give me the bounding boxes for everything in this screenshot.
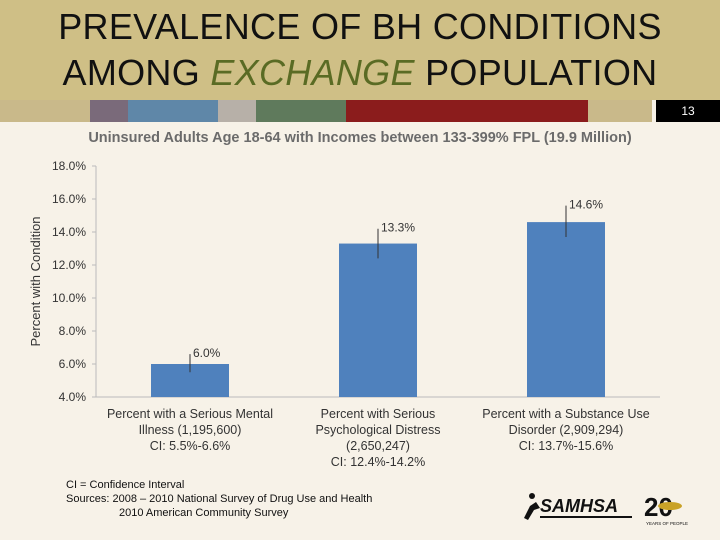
stripe-segment — [218, 100, 256, 122]
y-tick-label: 12.0% — [52, 258, 86, 272]
stripe-segment — [256, 100, 346, 122]
slide-header: PREVALENCE OF BH CONDITIONS AMONG EXCHAN… — [0, 0, 720, 100]
category-label-line: Psychological Distress — [315, 423, 440, 437]
y-tick-label: 10.0% — [52, 291, 86, 305]
stripe-segment — [90, 100, 128, 122]
slide-title-line2: AMONG EXCHANGE POPULATION — [0, 50, 720, 96]
footnote-ci: CI = Confidence Interval — [66, 479, 185, 491]
data-label: 14.6% — [569, 198, 603, 212]
category-label-line: Illness (1,195,600) — [139, 423, 242, 437]
footnote: CI = Confidence Interval Sources: 2008 –… — [66, 478, 372, 520]
category-label-line: CI: 13.7%-15.6% — [519, 439, 614, 453]
page-number: 13 — [656, 100, 720, 122]
slide-title-line1: PREVALENCE OF BH CONDITIONS — [58, 6, 662, 47]
chart-title: Uninsured Adults Age 18-64 with Incomes … — [88, 130, 632, 146]
bar — [527, 222, 605, 397]
category-label-line: Disorder (2,909,294) — [509, 423, 624, 437]
title-part-emphasis: EXCHANGE — [210, 52, 415, 93]
data-label: 6.0% — [193, 346, 221, 360]
y-axis-label: Percent with Condition — [28, 216, 43, 346]
y-tick-label: 14.0% — [52, 225, 86, 239]
category-label-line: (2,650,247) — [346, 439, 410, 453]
running-figure-icon — [524, 493, 540, 520]
stripe-segment — [0, 100, 90, 122]
y-tick-label: 18.0% — [52, 159, 86, 173]
stripe-segment — [588, 100, 652, 122]
logo-tagline: YEARS OF PEOPLE — [646, 521, 688, 526]
slide-title: PREVALENCE OF BH CONDITIONS AMONG EXCHAN… — [0, 4, 720, 96]
category-label-line: Percent with a Serious Mental — [107, 407, 273, 421]
y-tick-label: 16.0% — [52, 192, 86, 206]
category-label-line: Percent with Serious — [321, 407, 436, 421]
category-label-line: Percent with a Substance Use — [482, 407, 649, 421]
logo-text: SAMHSA — [540, 496, 618, 516]
category-label-line: CI: 5.5%-6.6% — [150, 439, 231, 453]
title-part-a: AMONG — [62, 52, 211, 93]
bar — [339, 243, 417, 397]
title-part-c: POPULATION — [414, 52, 658, 93]
category-label: Percent with Serious Psychological Distre… — [315, 407, 440, 469]
footnote-sources: Sources: 2008 – 2010 National Survey of … — [66, 493, 373, 505]
category-label: Percent with a Serious Mental Illness (1,… — [107, 407, 273, 453]
footnote-sources-2: 2010 American Community Survey — [119, 507, 289, 519]
stripe-segment — [346, 100, 588, 122]
y-tick-label: 4.0% — [59, 390, 87, 404]
category-label: Percent with a Substance Use Disorder (2,… — [482, 407, 649, 453]
samhsa-logo: SAMHSA 20 YEARS OF PEOPLE — [524, 492, 688, 526]
y-tick-label: 6.0% — [59, 357, 87, 371]
y-tick-label: 8.0% — [59, 324, 87, 338]
stripe-segment — [128, 100, 218, 122]
data-label: 13.3% — [381, 221, 415, 235]
category-label-line: CI: 12.4%-14.2% — [331, 455, 426, 469]
